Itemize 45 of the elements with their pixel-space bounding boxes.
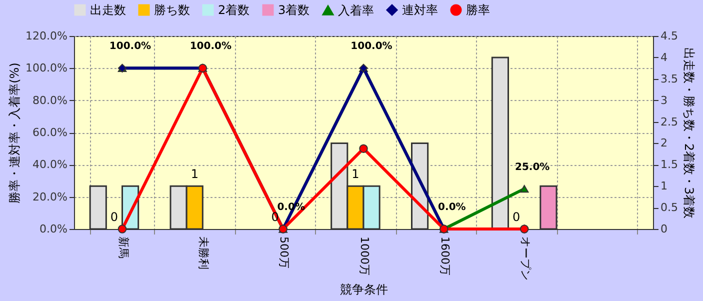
legend-label: 勝ち数 <box>154 3 190 17</box>
data-label: 100.0% <box>190 41 232 52</box>
x-axis-title: 競争条件 <box>340 282 388 296</box>
legend-label: 3着数 <box>278 3 310 17</box>
x-tick-label: 未勝利 <box>197 236 210 270</box>
y2-axis-title: 出走数・勝ち数・2着数・3着数 <box>682 47 696 219</box>
y2-tick-label: 0 <box>660 222 668 236</box>
y-axis-title: 勝率・連対率・入着率(%) <box>8 62 22 204</box>
y-tick-label: 100.0% <box>26 62 68 75</box>
y2-tick-label: 0.5 <box>660 201 678 214</box>
y2-tick-label: 1.5 <box>660 158 678 172</box>
point <box>359 144 368 153</box>
x-tick-label: オープン <box>518 236 532 280</box>
y2-tick-label: 3 <box>660 94 668 107</box>
data-label: 100.0% <box>109 41 152 52</box>
data-label: 25.0% <box>514 162 550 173</box>
point <box>520 184 529 193</box>
legend-label: 入着率 <box>338 3 374 18</box>
legend-label: 勝率 <box>466 3 490 17</box>
data-label: 1 <box>190 167 198 182</box>
y-tick-label: 0.0% <box>40 222 68 236</box>
y2-tick-label: 4.5 <box>660 30 678 42</box>
data-label: 0 <box>512 210 520 224</box>
point <box>118 224 127 234</box>
x-tick-label: 新馬 <box>116 236 130 258</box>
y2-tick-label: 2 <box>660 136 668 150</box>
x-tick-label: 500万 <box>278 236 291 268</box>
data-label: 100.0% <box>350 41 392 52</box>
legend-label: 出走数 <box>90 3 126 17</box>
y2-tick-label: 1 <box>660 180 668 193</box>
y-tick-label: 60.0% <box>32 126 68 139</box>
legend-label: 2着数 <box>218 3 250 17</box>
y2-tick-label: 3.5 <box>660 72 678 86</box>
y-tick-label: 120.0% <box>26 30 68 42</box>
y2-tick-label: 4 <box>660 50 668 64</box>
y-tick-label: 80.0% <box>32 94 68 107</box>
x-tick-label: 1000万 <box>358 236 371 276</box>
y2-tick-label: 2.5 <box>660 115 678 128</box>
data-label: 1 <box>352 167 360 182</box>
legend-label: 連対率 <box>402 3 438 17</box>
data-label: 0 <box>110 210 118 224</box>
y-tick-label: 40.0% <box>32 158 68 172</box>
x-tick-label: 1600万 <box>438 236 452 276</box>
y-tick-label: 20.0% <box>32 190 68 204</box>
data-label: 0.0% <box>438 202 466 213</box>
